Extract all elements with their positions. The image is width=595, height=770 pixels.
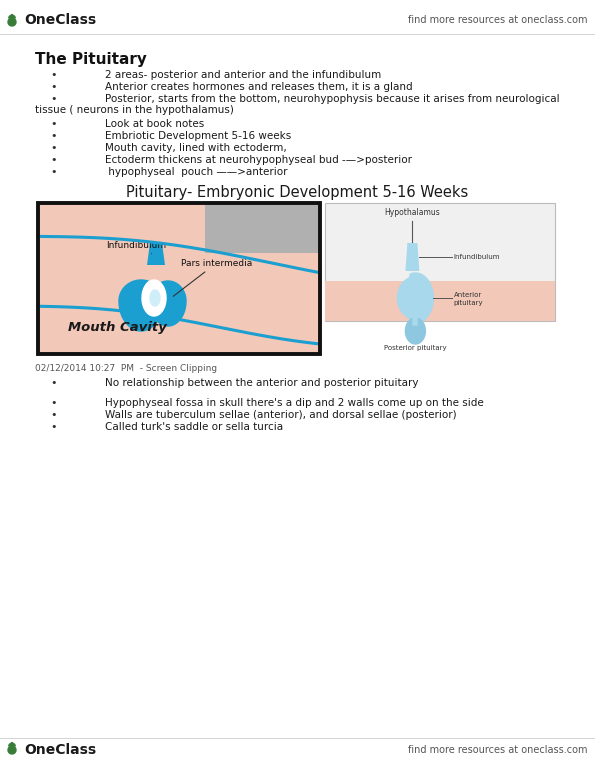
Text: Pars intermedia: Pars intermedia (173, 259, 252, 296)
Text: Walls are tuberculum sellae (anterior), and dorsal sellae (posterior): Walls are tuberculum sellae (anterior), … (105, 410, 456, 420)
Text: •: • (50, 143, 57, 153)
Text: •: • (50, 378, 57, 388)
Polygon shape (9, 743, 15, 746)
Text: •: • (50, 70, 57, 80)
Text: tissue ( neurons in the hypothalamus): tissue ( neurons in the hypothalamus) (35, 105, 234, 115)
Text: Infundibulum: Infundibulum (453, 254, 500, 260)
Text: Posterior pituitary: Posterior pituitary (384, 345, 447, 351)
FancyBboxPatch shape (325, 281, 555, 321)
Text: •: • (50, 119, 57, 129)
Text: Look at book notes: Look at book notes (105, 119, 204, 129)
Text: •: • (50, 422, 57, 432)
FancyBboxPatch shape (205, 203, 320, 253)
Text: Mouth Cavity: Mouth Cavity (68, 321, 167, 334)
Polygon shape (142, 280, 166, 316)
Text: Embriotic Development 5-16 weeks: Embriotic Development 5-16 weeks (105, 131, 291, 141)
Text: •: • (50, 410, 57, 420)
Polygon shape (9, 15, 15, 18)
Text: •: • (50, 155, 57, 165)
Polygon shape (119, 280, 163, 331)
Text: The Pituitary: The Pituitary (35, 52, 147, 67)
Text: OneClass: OneClass (24, 743, 96, 757)
Text: •: • (50, 82, 57, 92)
Text: Called turk's saddle or sella turcia: Called turk's saddle or sella turcia (105, 422, 283, 432)
Text: Hypothalamus: Hypothalamus (384, 208, 440, 217)
Polygon shape (8, 746, 16, 754)
Text: •: • (50, 398, 57, 408)
Text: Mouth cavity, lined with ectoderm,: Mouth cavity, lined with ectoderm, (105, 143, 287, 153)
Text: Hypophyseal fossa in skull there's a dip and 2 walls come up on the side: Hypophyseal fossa in skull there's a dip… (105, 398, 484, 408)
Polygon shape (405, 318, 425, 344)
Text: No relationship between the anterior and posterior pituitary: No relationship between the anterior and… (105, 378, 418, 388)
Text: Posterior, starts from the bottom, neurohypophysis because it arises from neurol: Posterior, starts from the bottom, neuro… (105, 94, 560, 104)
Polygon shape (397, 273, 433, 323)
FancyBboxPatch shape (325, 203, 555, 321)
Polygon shape (150, 281, 186, 326)
FancyBboxPatch shape (38, 203, 320, 354)
Polygon shape (150, 290, 160, 306)
Text: hypophyseal  pouch ——>anterior: hypophyseal pouch ——>anterior (105, 167, 287, 177)
Polygon shape (8, 18, 16, 26)
Text: OneClass: OneClass (24, 13, 96, 27)
Text: •: • (50, 94, 57, 104)
Text: find more resources at oneclass.com: find more resources at oneclass.com (409, 745, 588, 755)
Text: Ectoderm thickens at neurohypophyseal bud -—>posterior: Ectoderm thickens at neurohypophyseal bu… (105, 155, 412, 165)
Text: 2 areas- posterior and anterior and the infundibulum: 2 areas- posterior and anterior and the … (105, 70, 381, 80)
Polygon shape (405, 243, 419, 271)
Text: •: • (50, 167, 57, 177)
Text: Anterior: Anterior (453, 292, 482, 298)
Text: find more resources at oneclass.com: find more resources at oneclass.com (409, 15, 588, 25)
Text: Anterior creates hormones and releases them, it is a gland: Anterior creates hormones and releases t… (105, 82, 412, 92)
Polygon shape (147, 243, 165, 265)
Text: Pituitary- Embryonic Development 5-16 Weeks: Pituitary- Embryonic Development 5-16 We… (126, 185, 468, 200)
Text: pituitary: pituitary (453, 300, 483, 306)
Text: 02/12/2014 10:27  PM  - Screen Clipping: 02/12/2014 10:27 PM - Screen Clipping (35, 364, 217, 373)
Text: •: • (50, 131, 57, 141)
Text: Infundibulum: Infundibulum (106, 240, 166, 253)
